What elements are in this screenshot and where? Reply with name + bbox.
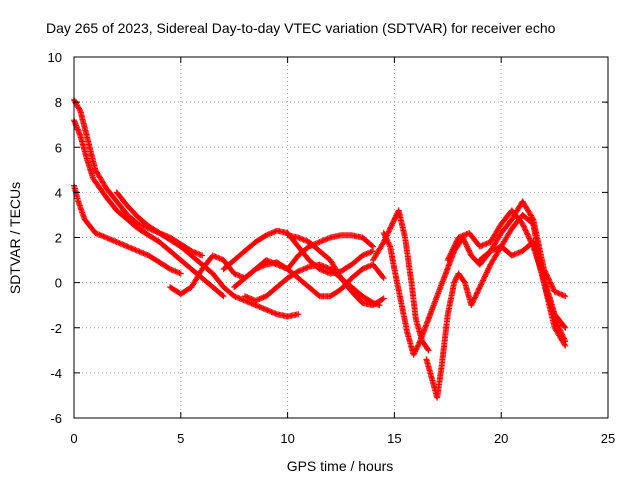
data-markers <box>199 261 302 320</box>
data-markers <box>370 207 432 354</box>
x-tick-label: 0 <box>70 431 77 446</box>
data-markers <box>476 239 569 349</box>
data-markers <box>284 232 387 309</box>
y-tick-label: 4 <box>55 185 62 200</box>
series-track-6 <box>199 261 302 320</box>
y-tick-label: 10 <box>48 50 62 65</box>
y-tick-label: 0 <box>55 276 62 291</box>
data-markers <box>231 259 387 300</box>
tick-marks <box>73 56 609 419</box>
y-tick-label: -4 <box>50 366 62 381</box>
x-axis-label: GPS time / hours <box>287 458 394 474</box>
series-track-3 <box>71 182 184 277</box>
y-tick-label: 8 <box>55 95 62 110</box>
data-markers <box>113 189 206 268</box>
series-track-11 <box>370 207 432 354</box>
y-tick-label: -2 <box>50 321 62 336</box>
x-tick-label: 5 <box>177 431 184 446</box>
data-layer <box>71 96 569 401</box>
data-markers <box>71 182 184 277</box>
series-track-10 <box>284 232 387 309</box>
chart-title: Day 265 of 2023, Sidereal Day-to-day VTE… <box>46 20 556 36</box>
y-tick-label: 6 <box>55 140 62 155</box>
series-track-4 <box>113 189 206 268</box>
x-tick-label: 15 <box>387 431 401 446</box>
series-track-8 <box>231 259 387 300</box>
x-tick-label: 25 <box>601 431 615 446</box>
x-tick-labels: 0 5 10 15 20 25 <box>70 431 615 446</box>
y-axis-label: SDTVAR / TECUs <box>7 182 23 294</box>
y-tick-label: 2 <box>55 231 62 246</box>
y-tick-labels: -6 -4 -2 0 2 4 6 8 10 <box>48 50 62 426</box>
x-tick-label: 20 <box>494 431 508 446</box>
series-track-15 <box>476 239 569 349</box>
x-tick-label: 10 <box>280 431 294 446</box>
y-tick-label: -6 <box>50 411 62 426</box>
